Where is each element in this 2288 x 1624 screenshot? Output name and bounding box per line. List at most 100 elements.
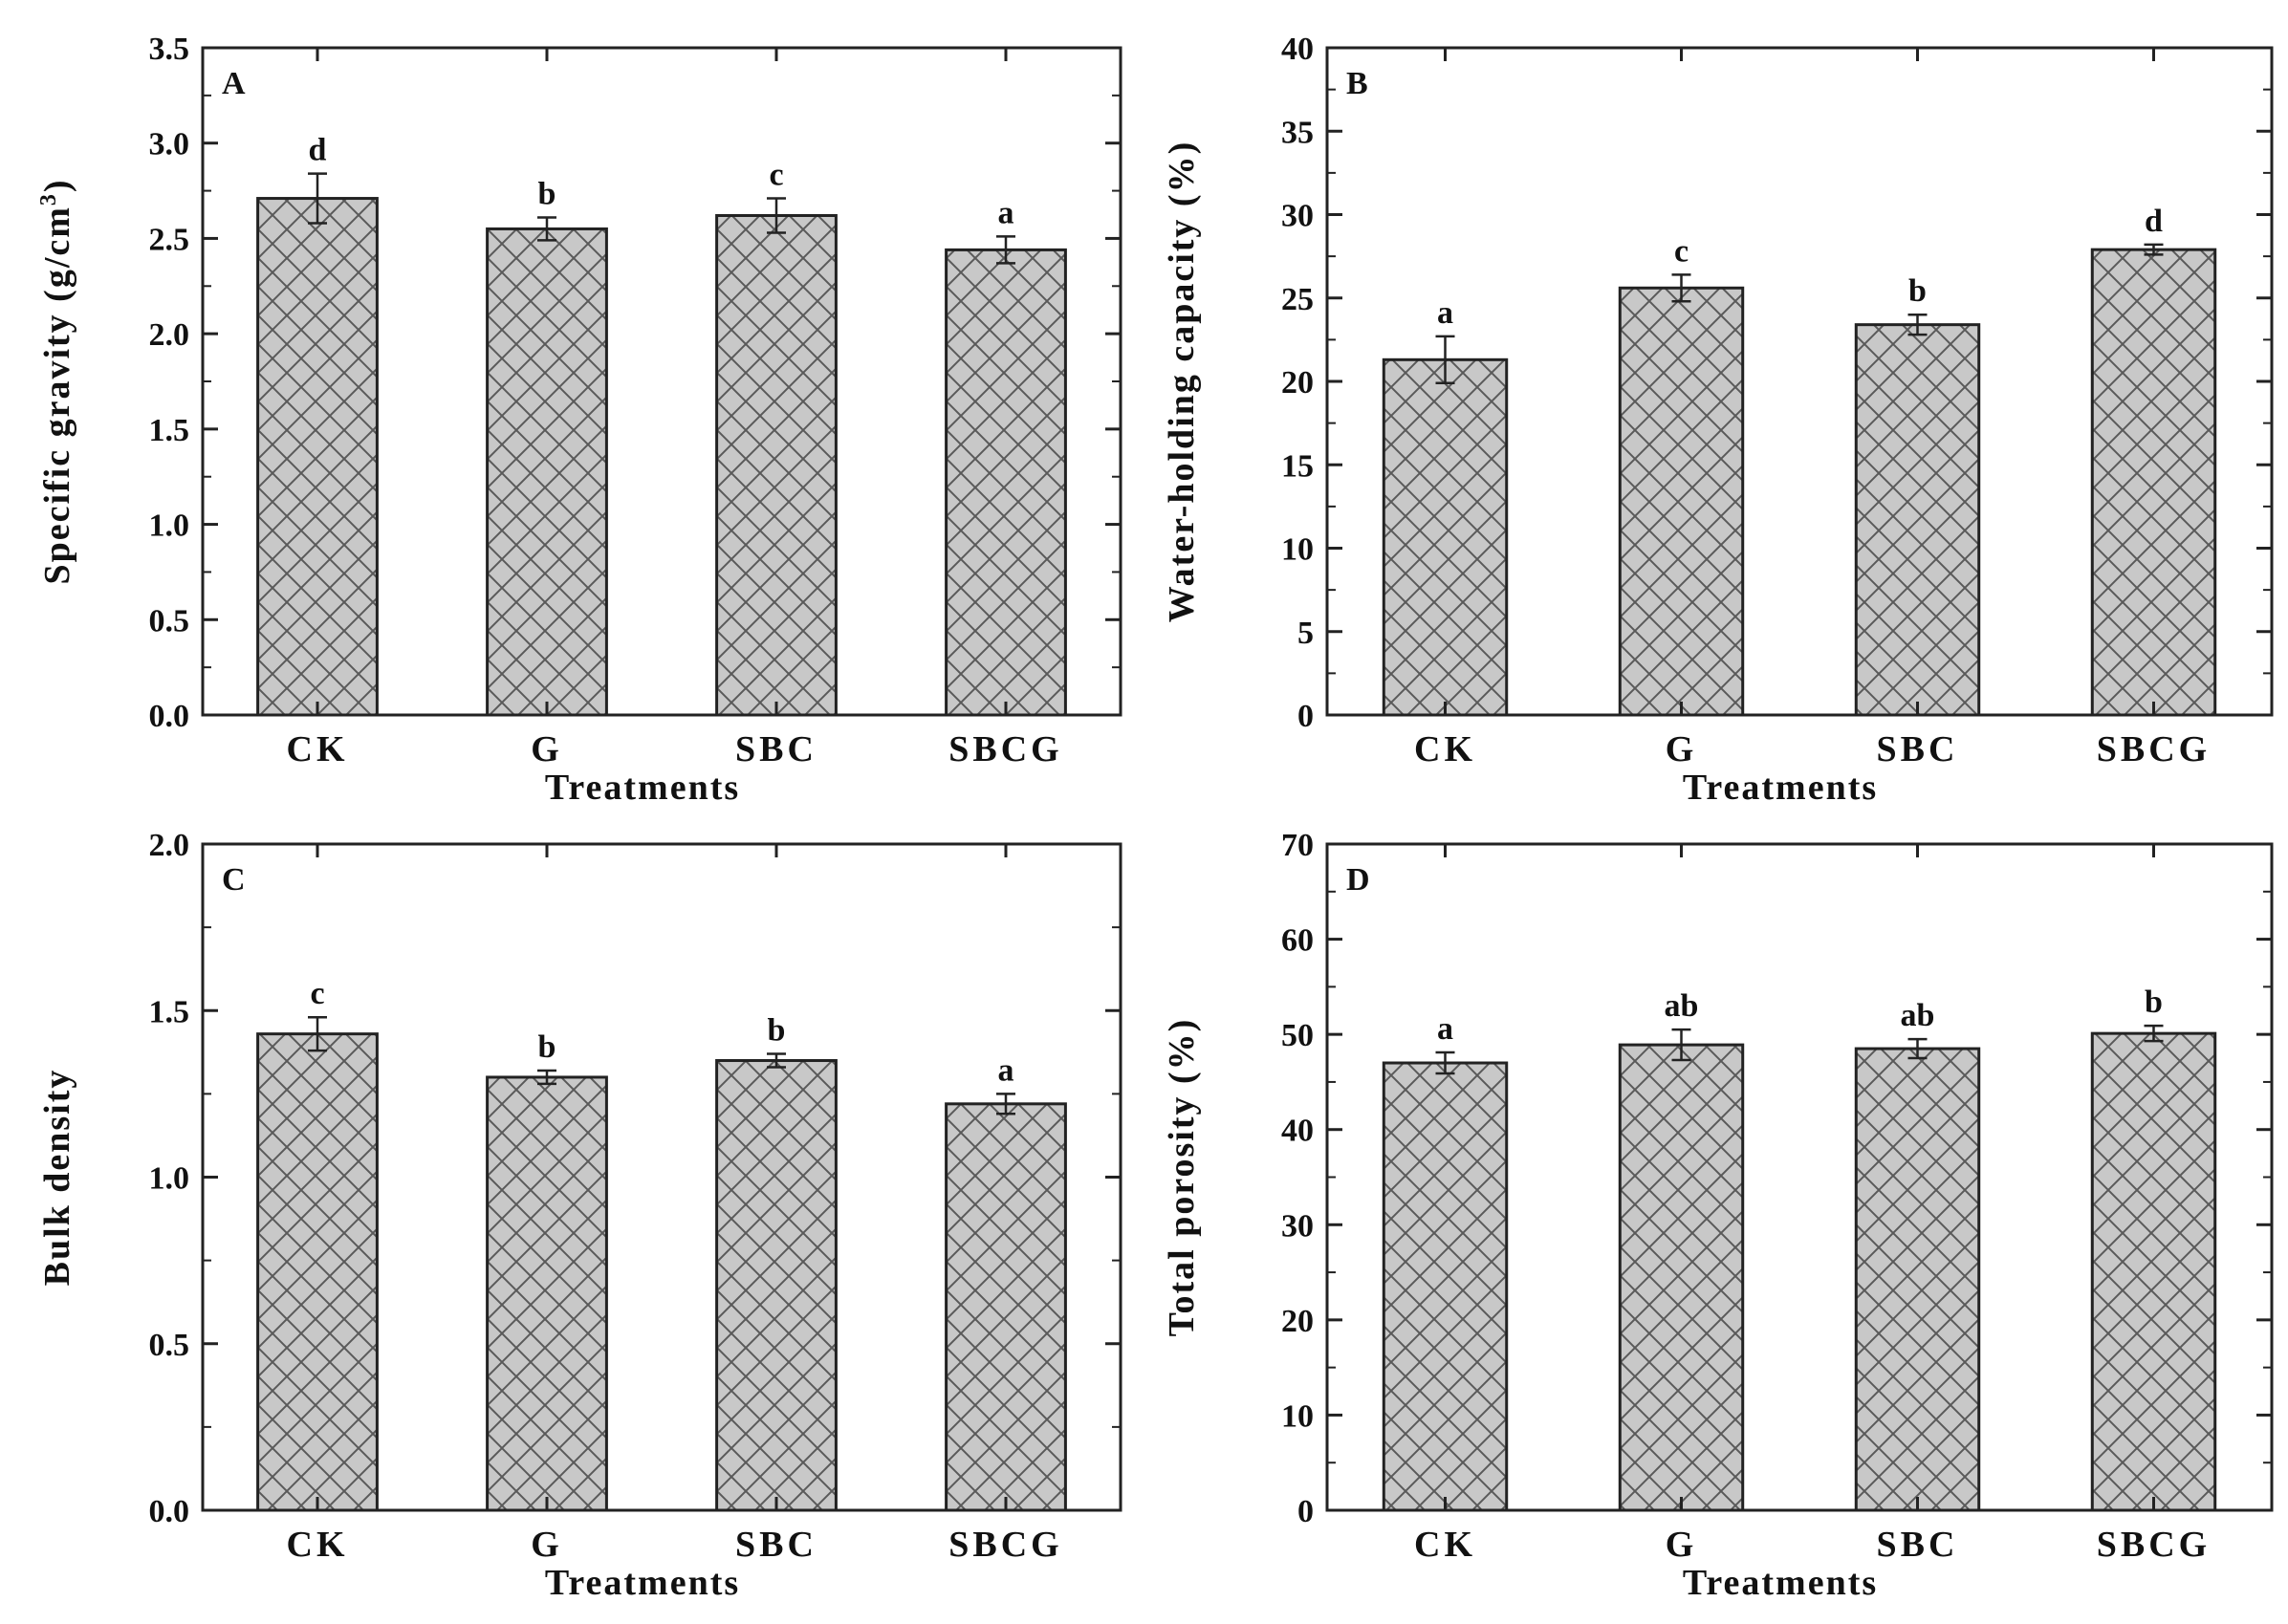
y-tick-label: 30 [1281, 199, 1314, 234]
y-tick-label: 5 [1297, 616, 1314, 651]
bar [1618, 1043, 1745, 1512]
y-tick-label: 35 [1281, 115, 1314, 150]
bar [2090, 1031, 2217, 1512]
y-tick-label: 40 [1281, 1114, 1314, 1149]
significance-label: b [2145, 985, 2163, 1020]
y-tick-label: 70 [1281, 828, 1314, 863]
y-tick-label: 3.5 [149, 32, 190, 67]
y-tick-label: 15 [1281, 448, 1314, 484]
y-axis-title-superscript: 3 [36, 192, 61, 206]
significance-label: c [769, 158, 783, 193]
y-tick-label: 0 [1297, 1494, 1314, 1529]
y-tick-label: 1.5 [149, 413, 190, 448]
y-axis-title-main: Water-holding capacity (%) [1162, 141, 1202, 622]
significance-label: d [2145, 204, 2163, 239]
x-tick-label: SBC [735, 1525, 817, 1565]
y-tick-label: 3.0 [149, 127, 190, 162]
y-tick-label: 30 [1281, 1208, 1314, 1244]
significance-label: b [538, 176, 556, 211]
x-tick-label: SBC [735, 729, 817, 769]
y-tick-label: 0 [1297, 699, 1314, 734]
y-tick-label: 10 [1281, 532, 1314, 568]
y-tick-label: 1.0 [149, 509, 190, 544]
significance-label: c [310, 976, 324, 1011]
y-tick-label: 40 [1281, 32, 1314, 67]
y-tick-label: 2.5 [149, 222, 190, 257]
y-axis-title-end: ) [37, 178, 77, 192]
bar [715, 213, 838, 717]
significance-label: c [1674, 233, 1689, 269]
significance-label: b [538, 1029, 556, 1065]
significance-label: a [1437, 1011, 1453, 1047]
x-axis-title: Treatments [545, 768, 740, 808]
x-tick-label: CK [1414, 1525, 1476, 1565]
significance-label: ab [1901, 998, 1935, 1033]
significance-label: a [1437, 295, 1453, 331]
x-tick-label: G [531, 729, 563, 769]
x-tick-label: SBCG [948, 1525, 1062, 1565]
bar [1382, 1061, 1509, 1512]
significance-label: a [998, 1052, 1014, 1088]
y-tick-label: 20 [1281, 1304, 1314, 1339]
significance-label: ab [1665, 988, 1699, 1024]
x-tick-label: G [1666, 729, 1698, 769]
x-tick-label: CK [287, 1525, 349, 1565]
x-axis-title: Treatments [1683, 1563, 1878, 1603]
bar [486, 1075, 608, 1512]
panel-letter: C [222, 862, 246, 898]
significance-label: a [998, 195, 1014, 230]
x-tick-label: CK [1414, 729, 1476, 769]
y-tick-label: 25 [1281, 282, 1314, 317]
y-tick-label: 2.0 [149, 828, 190, 863]
x-tick-label: SBCG [2097, 1525, 2211, 1565]
bar [1382, 357, 1509, 717]
x-axis-title: Treatments [1683, 768, 1878, 808]
x-tick-label: SBC [1877, 729, 1959, 769]
bar [715, 1059, 838, 1512]
bar [256, 1032, 379, 1512]
x-tick-label: SBCG [2097, 729, 2211, 769]
y-tick-label: 0.5 [149, 1328, 190, 1363]
y-axis-title-main: Specific gravity (g/cm [37, 206, 77, 584]
panel-c: 0.0 0.5 1.0 1.5 2.0 c CK b Gb SBC a SBCG C Treatments… [37, 828, 1122, 1603]
y-tick-label: 0.0 [149, 1494, 190, 1529]
y-tick-label: 2.0 [149, 317, 190, 353]
y-axis-title-main: Total porosity (%) [1162, 1018, 1202, 1337]
bar [2090, 248, 2217, 717]
x-tick-label: G [531, 1525, 563, 1565]
x-tick-label: SBCG [948, 729, 1062, 769]
bar [945, 248, 1067, 717]
significance-label: b [768, 1013, 786, 1049]
panel-letter: A [222, 66, 246, 101]
y-axis-title: Total porosity (%) [1162, 1018, 1202, 1337]
y-tick-label: 0.0 [149, 699, 190, 734]
bar [486, 227, 608, 717]
y-tick-label: 50 [1281, 1018, 1314, 1053]
y-tick-label: 1.5 [149, 994, 190, 1029]
x-tick-label: CK [287, 729, 349, 769]
bar [1618, 286, 1745, 717]
y-axis-title: Specific gravity (g/cm3) [36, 178, 77, 584]
y-tick-label: 20 [1281, 365, 1314, 401]
y-axis-title-main: Bulk density [37, 1069, 77, 1287]
y-axis-title: Water-holding capacity (%) [1162, 141, 1202, 622]
significance-label: d [309, 133, 327, 168]
y-tick-label: 0.5 [149, 603, 190, 639]
x-tick-label: SBC [1877, 1525, 1959, 1565]
panel-b: 0 5 10 15 20 25 30 35 40 a CK c Gb SBC d SBCG B Treatment… [1162, 32, 2274, 808]
y-tick-label: 60 [1281, 923, 1314, 959]
bar [256, 197, 379, 717]
panel-d: 0 10 20 30 40 50 60 70 a CK ab Gab SBC b SBCG D Treatmen… [1162, 828, 2274, 1603]
panel-letter: D [1346, 862, 1370, 898]
y-tick-label: 1.0 [149, 1161, 190, 1197]
bar [1854, 1047, 1981, 1512]
x-axis-title: Treatments [545, 1563, 740, 1603]
y-axis-title: Bulk density [37, 1069, 77, 1287]
bar [945, 1102, 1067, 1512]
significance-label: b [1908, 273, 1927, 309]
panel-a: 0.0 0.5 1.0 1.5 2.0 2.5 3.0 3.5 d CK b Gc SBC a SBCG A T… [36, 32, 1122, 808]
panel-letter: B [1346, 66, 1368, 101]
x-tick-label: G [1666, 1525, 1698, 1565]
bar [1854, 323, 1981, 717]
